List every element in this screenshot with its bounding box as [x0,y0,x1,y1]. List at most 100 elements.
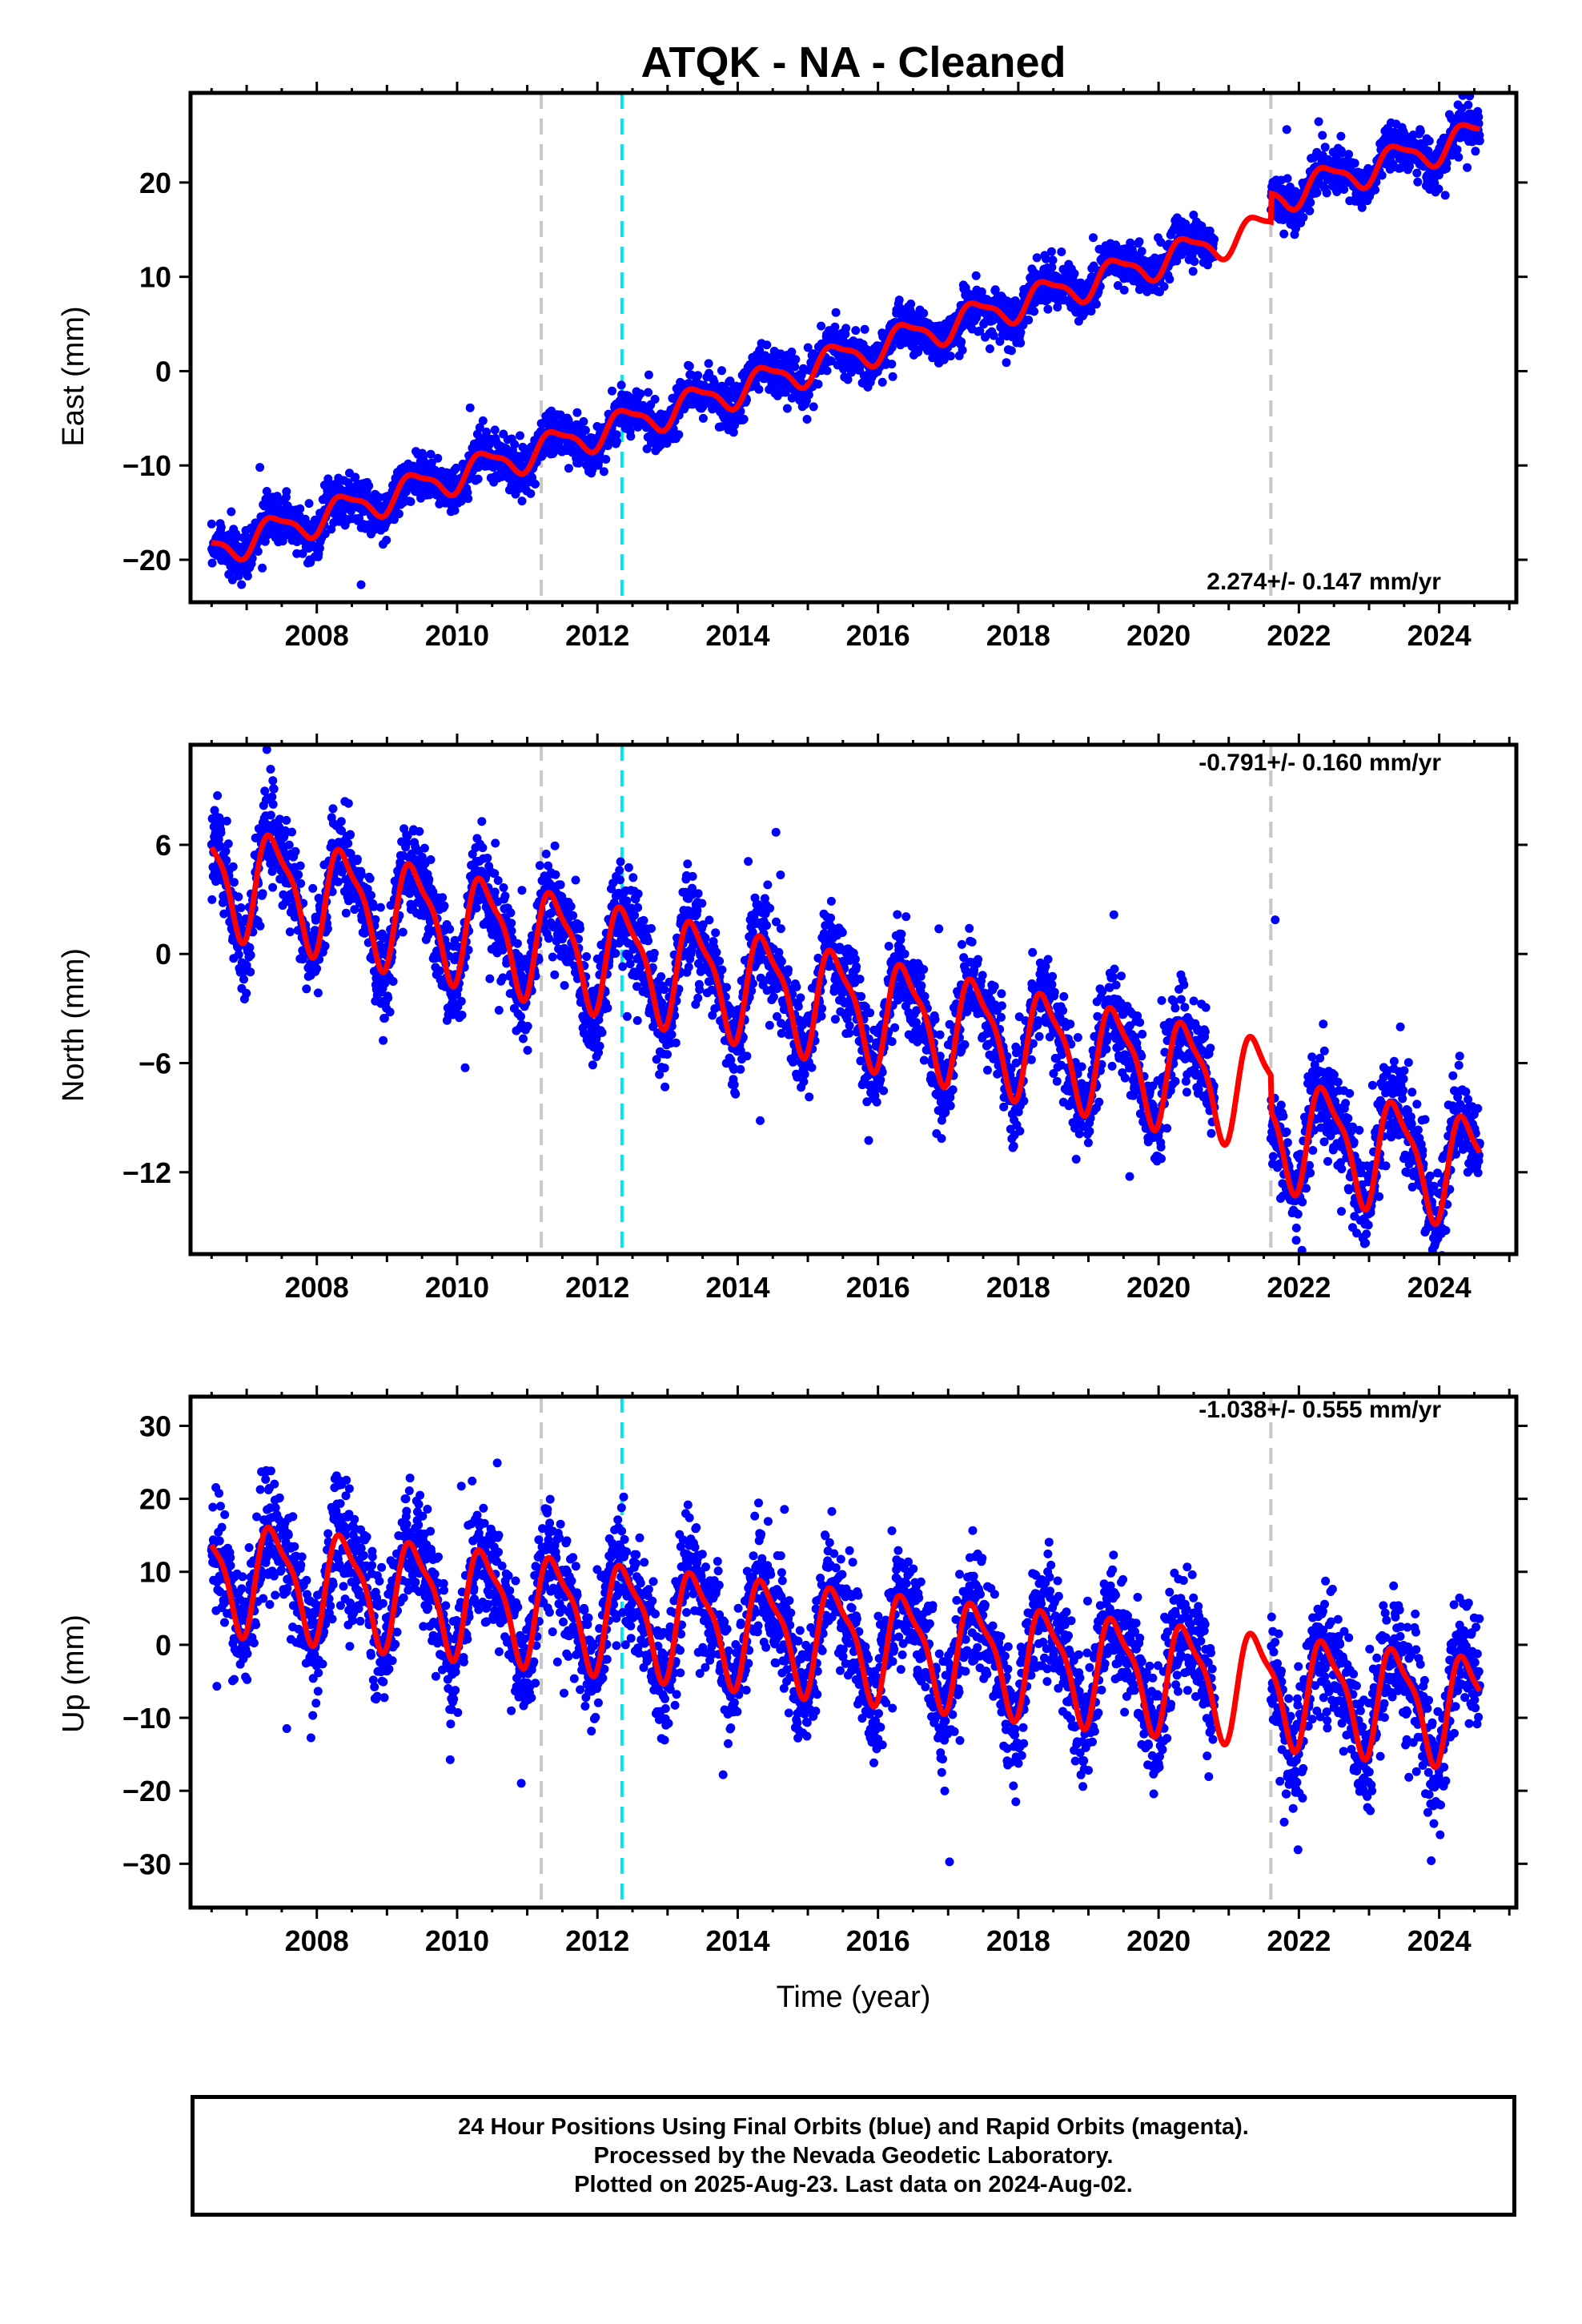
east-data-point [482,427,492,436]
north-data-point [420,843,429,853]
east-data-point [919,308,929,318]
east-data-point [1371,185,1380,195]
east-data-point [1165,275,1174,284]
north-data-point [268,883,278,892]
north-data-point [383,993,393,1003]
north-data-point [472,903,481,913]
east-data-point [516,431,524,440]
north-data-point [352,854,362,864]
north-data-point [541,849,551,858]
east-data-point [1089,233,1098,243]
east-data-point [526,489,536,498]
east-data-point [1413,177,1423,187]
north-data-point [320,941,330,951]
east-data-point [1283,174,1292,183]
east-data-point [1336,131,1346,141]
north-data-point [284,840,294,850]
north-data-point [494,1006,504,1015]
east-data-point [351,472,360,482]
east-data-point [1312,188,1322,197]
north-data-point [415,826,424,836]
east-data-point [804,390,813,400]
north-data-point [308,883,318,893]
east-data-point [1463,163,1472,172]
north-data-point [223,839,233,849]
east-x-tick-label: 2016 [846,619,910,652]
north-data-point [550,970,560,979]
north-data-point [523,1022,532,1031]
east-data-point [813,380,823,389]
north-data-point [523,1046,532,1055]
east-data-point [1412,168,1422,178]
east-data-point [1306,198,1315,207]
east-data-point [802,415,812,424]
east-x-tick-label: 2018 [986,619,1050,652]
north-data-point [313,988,323,998]
east-data-point [1434,184,1443,194]
north-data-point [216,828,226,838]
north-data-point [491,838,500,848]
east-data-point [450,505,460,515]
east-data-point [1318,131,1327,140]
east-data-point [356,580,366,589]
north-data-point [246,951,255,960]
east-data-point [433,453,443,463]
east-data-point [644,370,653,380]
north-data-point [234,950,243,959]
north-data-point [550,841,560,850]
east-data-point [958,345,967,355]
east-x-tick-label: 2012 [565,619,629,652]
east-data-point [698,413,708,423]
north-data-point [267,792,277,802]
north-data-point [477,817,487,826]
north-data-point [551,870,560,879]
east-data-point [510,440,520,449]
east-data-point [464,494,473,504]
north-data-point [516,1011,525,1021]
east-data-point [262,487,271,496]
east-data-point [1320,143,1330,152]
east-data-point [787,348,797,356]
north-data-point [517,886,527,895]
north-data-point [302,984,311,994]
north-data-point [460,1063,470,1072]
east-data-point [1424,136,1434,146]
north-data-point [295,861,305,870]
east-y-axis-label: East (mm) [57,306,90,446]
east-data-point [946,352,955,361]
east-data-point [1137,247,1146,256]
east-data-point [579,416,588,426]
east-data-point [851,326,861,336]
east-data-point [894,296,904,305]
north-data-point [291,846,300,856]
north-data-point [282,815,291,825]
east-data-point [295,504,305,513]
north-plot-area: 2008 2010 2012 2014 2016 2018 2020 2022 2024−12−… [122,691,1528,1304]
north-data-point [220,691,229,700]
north-data-point [499,883,508,892]
east-data-point [755,345,765,355]
north-data-point [207,895,217,904]
north-data-point [296,879,306,888]
north-data-point [483,854,492,862]
north-data-point [336,817,346,826]
north-data-point [323,924,332,934]
east-data-point [985,344,994,353]
east-data-point [1299,213,1308,222]
east-data-point [822,366,832,376]
east-data-point [364,481,374,491]
east-y-tick-label: 10 [139,261,171,294]
east-data-point [612,436,621,446]
north-data-point [445,924,455,934]
north-data-point [221,846,231,856]
north-data-point [341,908,351,918]
east-data-point [1475,136,1484,146]
east-y-tick-label: −20 [122,544,171,577]
east-data-point [572,408,582,417]
east-data-point [1464,100,1473,110]
north-data-point [356,870,366,879]
east-data-point [674,430,684,440]
east-data-point [1314,117,1323,127]
east-data-point [564,464,573,473]
